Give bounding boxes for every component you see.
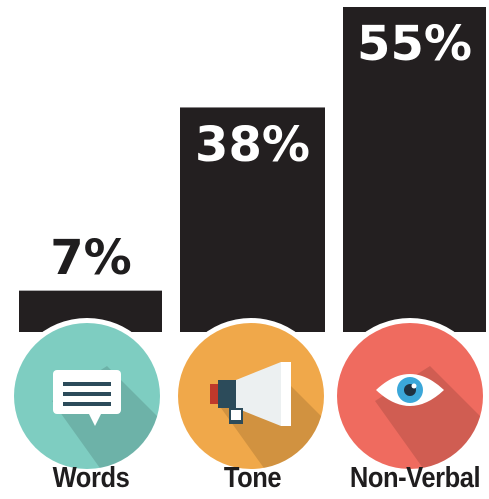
megaphone-icon [210,362,291,426]
icon-badge-3 [332,318,488,474]
speech-bubble-icon [53,370,121,426]
value-label-words: 7% [50,230,132,286]
eye-icon [376,374,444,406]
category-label-non-verbal: Non-Verbal [349,462,481,494]
bar-tone [180,107,325,332]
icon-badge-2 [173,318,329,474]
category-label-tone: Tone [223,462,282,494]
icon-badge-1 [9,318,165,474]
value-label-non-verbal: 55% [357,16,472,72]
category-label-words: Words [52,462,130,494]
bar-non-verbal [343,7,486,332]
value-label-tone: 38% [195,117,310,173]
